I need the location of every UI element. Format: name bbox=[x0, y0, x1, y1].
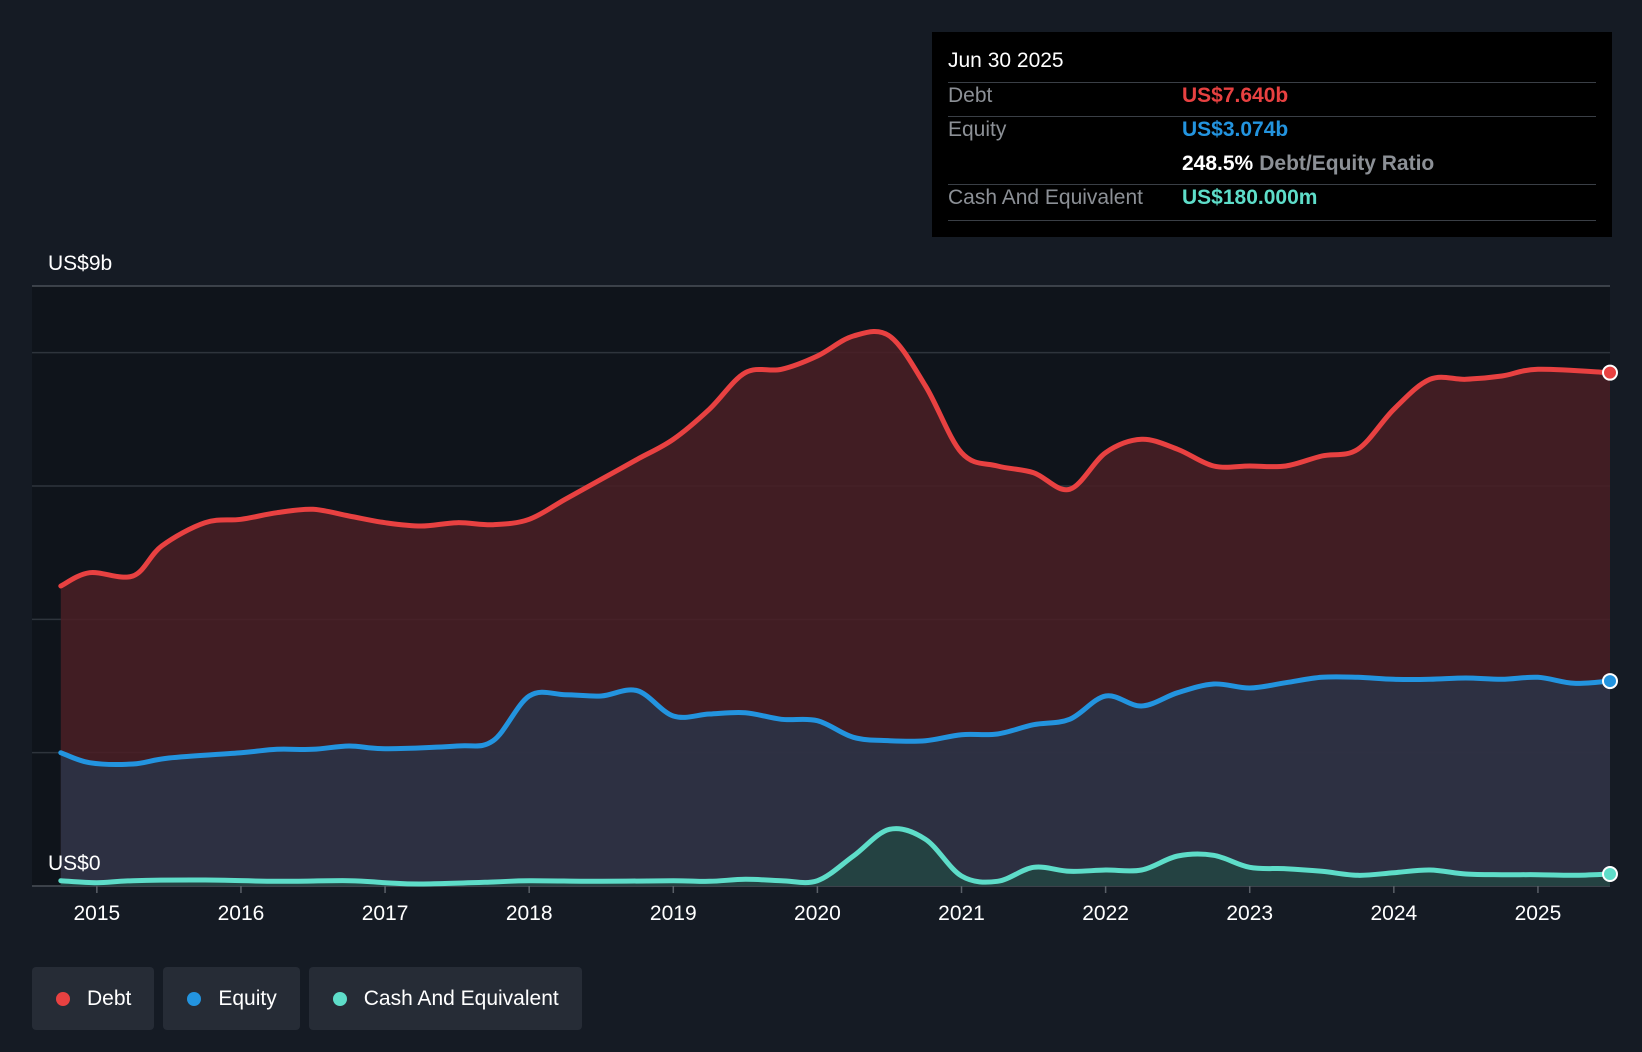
tooltip-ratio: 248.5% Debt/Equity Ratio bbox=[1182, 152, 1434, 176]
tooltip-cash-label: Cash And Equivalent bbox=[948, 186, 1143, 209]
tooltip-date: Jun 30 2025 bbox=[948, 49, 1064, 72]
equity-line bbox=[58, 674, 1613, 767]
x-tick-label: 2021 bbox=[938, 902, 985, 925]
tooltip-row-debt: Debt US$7.640b bbox=[948, 84, 1596, 114]
tooltip: Jun 30 2025 Debt US$7.640b Equity US$3.0… bbox=[932, 32, 1612, 237]
series-lines bbox=[58, 328, 1613, 887]
legend-label-debt: Debt bbox=[87, 986, 132, 1010]
tooltip-divider bbox=[948, 116, 1596, 117]
legend-label-cash: Cash And Equivalent bbox=[363, 986, 559, 1010]
x-tick-label: 2023 bbox=[1226, 902, 1273, 925]
tooltip-row-ratio: 248.5% Debt/Equity Ratio bbox=[948, 152, 1596, 182]
tooltip-cash-value: US$180.000m bbox=[1182, 186, 1318, 209]
cash-line bbox=[58, 826, 1613, 887]
x-tick-label: 2019 bbox=[650, 902, 697, 925]
x-tick-label: 2016 bbox=[218, 902, 265, 925]
tooltip-divider bbox=[948, 220, 1596, 221]
x-tick-label: 2018 bbox=[506, 902, 553, 925]
x-tick-label: 2015 bbox=[73, 902, 120, 925]
legend-label-equity: Equity bbox=[218, 986, 277, 1010]
y-axis-top-label: US$9b bbox=[48, 252, 112, 275]
tooltip-equity-label: Equity bbox=[948, 118, 1007, 141]
tooltip-equity-value: US$3.074b bbox=[1182, 118, 1289, 141]
cash-area bbox=[60, 828, 1610, 886]
x-tick-label: 2022 bbox=[1082, 902, 1129, 925]
tooltip-ratio-label: Debt/Equity Ratio bbox=[1259, 152, 1435, 175]
tooltip-divider bbox=[948, 82, 1596, 83]
legend-item-equity[interactable]: Equity bbox=[163, 967, 300, 1030]
cash-endpoint bbox=[1602, 866, 1618, 882]
series-endpoints bbox=[1602, 364, 1618, 882]
x-tick-label: 2025 bbox=[1515, 902, 1562, 925]
debt-dot-icon bbox=[56, 991, 70, 1006]
x-tick-label: 2020 bbox=[794, 902, 841, 925]
tooltip-row-equity: Equity US$3.074b bbox=[948, 118, 1596, 148]
x-axis-ticks: 2015 2016 2017 2018 2019 2020 2021 2022 2023 2024… bbox=[73, 886, 1561, 925]
x-tick-label: 2024 bbox=[1370, 902, 1417, 925]
debt-line bbox=[58, 328, 1613, 589]
tooltip-divider bbox=[948, 184, 1596, 185]
legend: Debt Equity Cash And Equivalent bbox=[32, 967, 582, 1030]
tooltip-debt-label: Debt bbox=[948, 84, 993, 107]
legend-item-debt[interactable]: Debt bbox=[32, 967, 155, 1030]
debt-endpoint bbox=[1602, 364, 1618, 381]
y-axis-bottom-label: US$0 bbox=[48, 852, 101, 875]
equity-area bbox=[60, 676, 1610, 886]
legend-item-cash[interactable]: Cash And Equivalent bbox=[308, 967, 582, 1030]
equity-endpoint bbox=[1602, 673, 1618, 690]
tooltip-row-cash: Cash And Equivalent US$180.000m bbox=[948, 186, 1596, 216]
x-tick-label: 2017 bbox=[362, 902, 409, 925]
tooltip-debt-value: US$7.640b bbox=[1182, 84, 1289, 107]
equity-dot-icon bbox=[187, 991, 202, 1006]
tooltip-ratio-value: 248.5% bbox=[1182, 152, 1254, 175]
cash-dot-icon bbox=[332, 991, 347, 1006]
